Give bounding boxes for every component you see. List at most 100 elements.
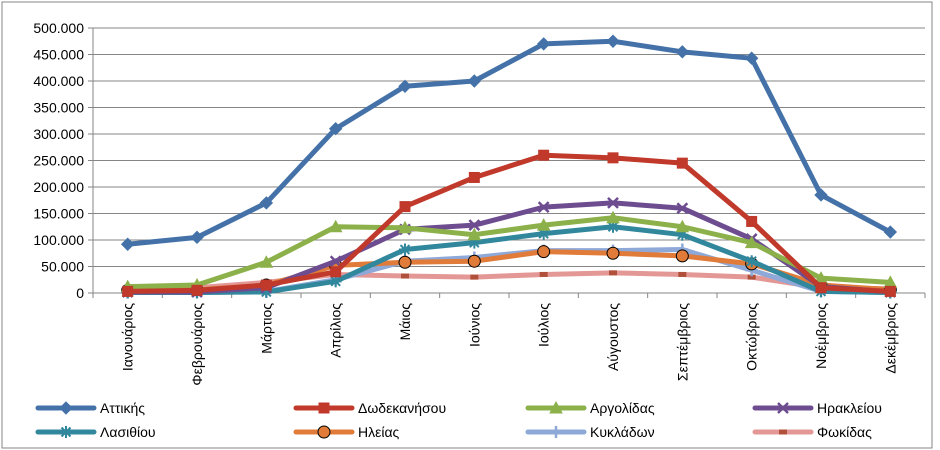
- legend-marker: [317, 425, 331, 439]
- series-0: [120, 34, 898, 251]
- legend-marker: [59, 401, 73, 415]
- y-tick-label: 500.000: [33, 20, 84, 36]
- series-line: [125, 152, 893, 294]
- data-point-marker: [398, 255, 412, 269]
- data-point-marker: [609, 270, 617, 276]
- data-point-marker: [538, 149, 550, 161]
- data-point-marker: [537, 227, 550, 240]
- series-1: [122, 149, 896, 297]
- data-point-marker: [398, 220, 412, 234]
- data-point-marker: [676, 202, 689, 215]
- data-point-marker: [606, 246, 620, 260]
- data-point-marker: [399, 243, 411, 256]
- data-point-marker: [814, 188, 828, 202]
- data-point-marker: [399, 201, 411, 213]
- legend-item: Ηλείας: [293, 424, 400, 440]
- series-line: [125, 215, 893, 290]
- legend-item: Λασιθίου: [35, 424, 156, 440]
- data-point-marker: [468, 219, 481, 232]
- y-tick-label: 150.000: [33, 206, 84, 222]
- legend-marker: [777, 402, 789, 414]
- y-tick-label: 250.000: [33, 153, 84, 169]
- legend-item: Κυκλάδων: [525, 424, 655, 440]
- data-point-marker: [746, 215, 758, 227]
- data-point-marker: [190, 230, 204, 245]
- legend-label: Αργολίδας: [590, 400, 655, 416]
- data-point-marker: [607, 152, 619, 164]
- x-tick-label: Φεβρουάριος: [189, 303, 205, 386]
- data-point-marker: [191, 284, 203, 296]
- legend-label: Κυκλάδων: [590, 424, 655, 440]
- y-tick-label: 400.000: [33, 73, 84, 89]
- y-tick-label: 450.000: [33, 47, 84, 63]
- series-line: [125, 224, 893, 295]
- legend-item: Ηρακλείου: [752, 400, 882, 416]
- data-point-marker: [607, 197, 619, 209]
- data-point-marker: [607, 220, 619, 233]
- data-point-marker: [120, 237, 135, 251]
- legend-item: Αττικής: [35, 400, 145, 416]
- data-point-marker: [744, 235, 759, 249]
- data-point-marker: [536, 218, 551, 231]
- data-point-marker: [537, 245, 551, 259]
- data-point-marker: [883, 225, 898, 239]
- data-point-marker: [122, 285, 134, 297]
- data-point-marker: [536, 37, 551, 51]
- data-point-marker: [744, 51, 759, 65]
- data-point-marker: [884, 285, 896, 297]
- legend-label: Αττικής: [100, 400, 145, 416]
- x-tick-label: Αύγουστος: [605, 303, 621, 371]
- data-point-marker: [675, 219, 690, 233]
- data-point-marker: [537, 201, 550, 214]
- data-point-marker: [467, 254, 481, 268]
- data-point-marker: [676, 228, 689, 241]
- data-point-marker: [467, 227, 482, 241]
- x-tick-label: Ιανουάριος: [120, 303, 136, 371]
- legend-item: Αργολίδας: [525, 400, 655, 416]
- data-point-marker: [260, 285, 273, 298]
- data-point-marker: [468, 171, 480, 183]
- series-lines: [120, 34, 898, 299]
- legend-label: Δωδεκανήσου: [358, 400, 446, 416]
- x-tick-label: Μάιος: [397, 303, 413, 341]
- legend-label: Λασιθίου: [100, 424, 156, 440]
- data-point-marker: [470, 274, 479, 280]
- data-point-marker: [328, 121, 343, 136]
- x-tick-label: Ιούλιος: [536, 303, 552, 347]
- data-point-marker: [328, 219, 343, 233]
- data-point-marker: [468, 236, 481, 249]
- data-point-marker: [745, 255, 758, 268]
- legend: Αττικής Δωδεκανήσου Αργολίδας Ηρακλείου Λασι…: [35, 400, 882, 440]
- x-tick-label: Οκτώβριος: [744, 303, 760, 371]
- data-point-marker: [675, 249, 689, 263]
- legend-label: Ηρακλείου: [817, 400, 882, 416]
- legend-marker: [549, 400, 563, 414]
- data-point-marker: [676, 157, 688, 169]
- data-point-marker: [815, 282, 827, 294]
- data-point-marker: [398, 79, 412, 94]
- x-tick-label: Σεπτέμβριος: [674, 303, 690, 381]
- legend-item: Δωδεκανήσου: [293, 400, 446, 416]
- legend-marker: [779, 429, 787, 435]
- data-point-marker: [606, 34, 620, 48]
- data-point-marker: [539, 271, 548, 277]
- data-point-marker: [329, 275, 342, 288]
- x-tick-label: Μάρτιος: [258, 303, 274, 354]
- gridlines: [93, 27, 925, 267]
- y-tick-label: 350.000: [33, 100, 84, 116]
- legend-label: Φωκίδας: [817, 424, 872, 440]
- data-point-marker: [401, 273, 409, 279]
- x-tick-label: Δεκέμβριος: [882, 303, 898, 374]
- data-point-marker: [329, 255, 342, 268]
- axes: 0 50.000 100.000 150.000 200.000 250.000 300.0…: [33, 20, 926, 386]
- x-tick-label: Ιούνιος: [466, 303, 482, 347]
- data-point-marker: [330, 266, 342, 278]
- y-tick-label: 200.000: [33, 179, 84, 195]
- y-tick-label: 300.000: [33, 126, 84, 142]
- y-tick-label: 100.000: [33, 232, 84, 248]
- legend-item: Φωκίδας: [752, 424, 872, 440]
- y-tick-label: 0: [76, 285, 84, 301]
- legend-marker: [550, 426, 562, 438]
